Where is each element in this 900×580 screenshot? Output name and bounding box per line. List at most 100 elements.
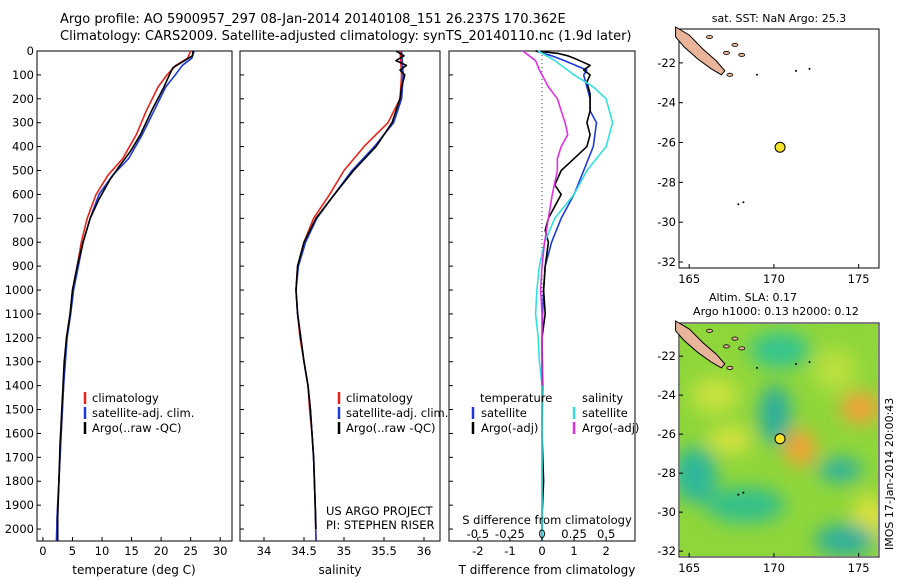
series-line-salinity-argo-adj- (522, 50, 569, 386)
land-islet (723, 50, 730, 55)
x-tick-label: 175 (848, 561, 870, 575)
x-tick-label: 0 (39, 544, 46, 558)
imos-timestamp: IMOS 17-Jan-2014 20:00:43 (883, 398, 896, 550)
x-tick-label: 5 (69, 544, 76, 558)
y-tick-label: -32 (657, 544, 676, 558)
x-tick-label: 25 (183, 544, 198, 558)
x-tick-label: 175 (848, 272, 870, 286)
y-tick-label: 200 (12, 92, 34, 106)
y-tick-label: 1100 (5, 307, 34, 321)
project-credit: US ARGO PROJECT (326, 504, 434, 518)
series-line-climatology (295, 50, 403, 542)
x-tick-label: 170 (763, 272, 785, 286)
x-tick-label: 165 (678, 561, 700, 575)
temperature-plot-frame (36, 50, 233, 542)
s-difference-axis-label: S difference from climatology (462, 513, 632, 527)
argo-float-marker (774, 141, 786, 153)
y-tick-label: 1000 (5, 283, 34, 297)
s-tick-label: 0.25 (561, 527, 587, 541)
y-tick-label: 800 (12, 235, 34, 249)
series-line-temperature-argo-adj- (535, 50, 591, 529)
legend-label-climatology: climatology (346, 391, 413, 405)
x-tick-label: 34 (257, 544, 272, 558)
x-tick-label: 1 (570, 544, 577, 558)
argo-float-marker (774, 433, 786, 445)
x-tick-label: 20 (154, 544, 169, 558)
land-new-caledonia (675, 26, 726, 76)
y-tick-label: 100 (12, 68, 34, 82)
y-tick-label: 1600 (5, 426, 34, 440)
legend-label-argo: Argo(..raw -QC) (92, 421, 182, 435)
y-tick-label: -22 (657, 56, 676, 70)
y-tick-label: -24 (657, 388, 676, 402)
land-dot (794, 362, 797, 365)
x-tick-label: 34.5 (291, 544, 317, 558)
land-new-caledonia (675, 320, 726, 369)
sla-map-frame (678, 322, 880, 558)
land-dot (737, 203, 740, 206)
y-tick-label: 600 (12, 187, 34, 201)
y-tick-label: 2000 (5, 522, 34, 536)
y-tick-label: 0 (27, 44, 34, 58)
x-tick-label: -1 (504, 544, 515, 558)
land-dot (808, 67, 811, 70)
x-tick-label: 30 (213, 544, 228, 558)
land-islet (723, 344, 730, 349)
land-islet (706, 34, 713, 39)
legend-label-climatology: climatology (92, 391, 159, 405)
land-islet (706, 328, 713, 333)
y-tick-label: -26 (657, 427, 676, 441)
header-line-2: Climatology: CARS2009. Satellite-adjuste… (60, 29, 632, 44)
land-dot (742, 491, 745, 494)
legend-title-salinity: salinity (582, 391, 623, 405)
y-tick-label: -30 (657, 505, 676, 519)
temperature-axis-label: temperature (deg C) (72, 563, 195, 577)
y-tick-label: -30 (657, 215, 676, 229)
salinity-plot-frame (239, 50, 441, 542)
y-tick-label: 1700 (5, 450, 34, 464)
y-tick-label: 1500 (5, 403, 34, 417)
y-tick-label: -26 (657, 136, 676, 150)
sst-location-map: 165 170 175 -22 -24 -26 -28 -30 -32 (657, 26, 870, 286)
legend-label-sal-argo: Argo(-adj) (582, 421, 639, 435)
sla-map-title-1: Altim. SLA: 0.17 (709, 291, 797, 304)
s-tick-label: 0.5 (597, 527, 615, 541)
legend-label-temp-satellite: satellite (481, 406, 527, 420)
series-line-argo-raw-qc- (295, 50, 408, 530)
land-dot (742, 201, 745, 204)
difference-plot: -2 -1 0 1 2 -0.5 -0.25 0 0.25 0.5 (449, 50, 615, 558)
land-islet (738, 346, 746, 351)
y-tick-label: -32 (657, 255, 676, 269)
y-tick-label: 900 (12, 259, 34, 273)
y-tick-label: -24 (657, 96, 676, 110)
y-tick-label: 700 (12, 211, 34, 225)
salinity-plot: 34 34.5 35 35.5 36 (240, 50, 431, 558)
land-dot (794, 69, 797, 72)
y-tick-label: 1300 (5, 355, 34, 369)
y-tick-label: -22 (657, 349, 676, 363)
land-dot (808, 361, 811, 363)
y-tick-label: -28 (657, 175, 676, 189)
series-line-argo-raw-qc- (56, 50, 194, 541)
legend-label-temp-argo: Argo(-adj) (481, 421, 538, 435)
x-tick-label: 15 (124, 544, 139, 558)
x-tick-label: -2 (472, 544, 483, 558)
y-tick-label: 400 (12, 140, 34, 154)
y-tick-label: 1800 (5, 474, 34, 488)
s-tick-label: 0 (538, 527, 545, 541)
y-tick-label: 1900 (5, 498, 34, 512)
land-islet (738, 52, 746, 57)
x-tick-label: 2 (602, 544, 609, 558)
legend-label-sal-satellite: satellite (582, 406, 628, 420)
header-line-1: Argo profile: AO 5900957_297 08-Jan-2014… (60, 12, 566, 27)
sst-map-title: sat. SST: NaN Argo: 25.3 (712, 12, 846, 25)
x-tick-label: 170 (763, 561, 785, 575)
sla-map-title-2: Argo h1000: 0.13 h2000: 0.12 (693, 305, 859, 318)
sla-location-map: 165 170 175 -22 -24 -26 -28 -30 -32 (657, 320, 870, 575)
pi-credit: PI: STEPHEN RISER (326, 518, 435, 532)
land-dot (737, 493, 740, 496)
legend-label-argo: Argo(..raw -QC) (346, 421, 436, 435)
land-dot (755, 73, 758, 76)
y-tick-label: 500 (12, 164, 34, 178)
